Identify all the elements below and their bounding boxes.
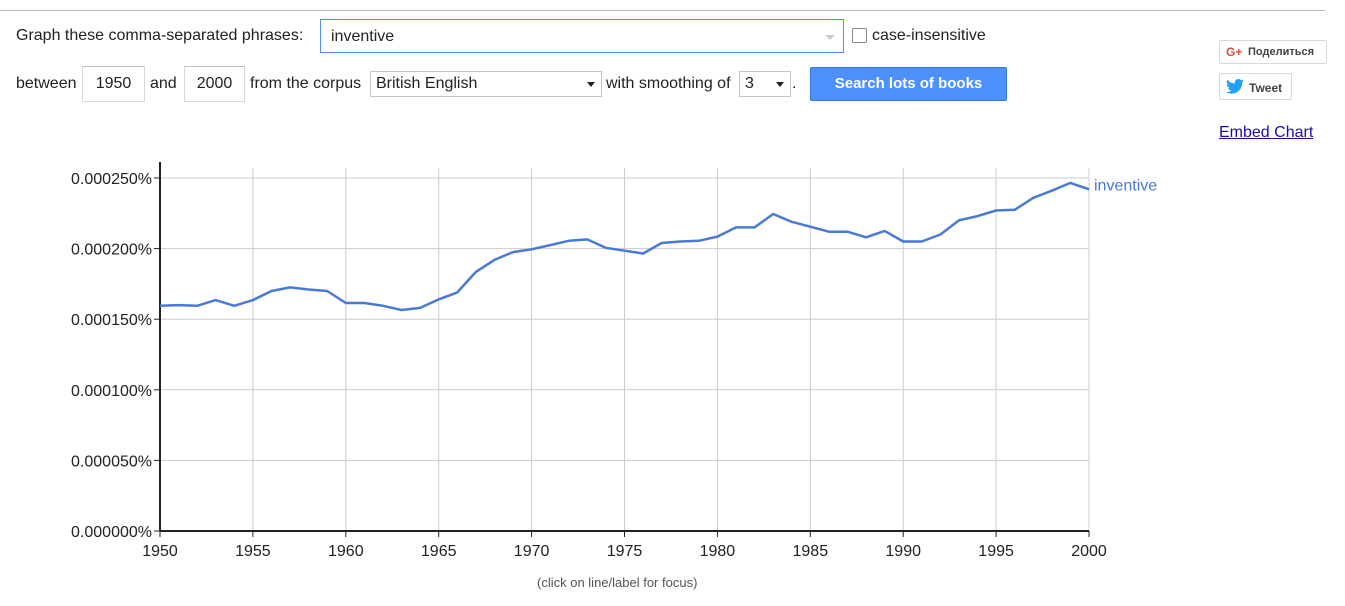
x-tick-label: 1970 [514,543,550,560]
chevron-down-icon[interactable] [776,82,784,87]
case-insensitive-checkbox[interactable] [852,28,867,43]
gplus-share-label: Поделиться [1248,46,1315,58]
x-tick-label: 1950 [142,543,178,560]
y-tick-label: 0.000200% [71,242,152,259]
smoothing-select[interactable]: 3 [739,71,791,97]
between-label: between [16,75,77,92]
x-tick-label: 1965 [421,543,457,560]
top-divider [0,10,1325,11]
and-label: and [150,75,177,92]
series-lines: inventive [159,177,1157,312]
chevron-down-icon[interactable] [587,82,595,87]
smoothing-select-value[interactable]: 3 [745,75,754,92]
case-insensitive-label[interactable]: case-insensitive [872,27,986,44]
embed-chart-link[interactable]: Embed Chart [1219,124,1314,141]
x-tick-label: 1960 [328,543,364,560]
series-line-inventive[interactable] [159,181,1090,312]
year-start-input[interactable]: 1950 [82,66,145,102]
phrases-input-value[interactable]: inventive [331,28,395,45]
x-tick-labels: 1950 1955 1960 1965 1970 1975 1980 1985 1990 1995… [142,543,1107,560]
phrases-input[interactable]: inventive [320,19,844,53]
period-label: . [792,75,797,92]
tweet-label: Tweet [1249,81,1283,95]
x-tick-label: 1990 [885,543,921,560]
graph-label: Graph these comma-separated phrases: [16,27,304,44]
x-tick-label: 1980 [700,543,736,560]
x-tick-label: 2000 [1071,543,1107,560]
x-tick-label: 1955 [235,543,271,560]
y-tick-label: 0.000050% [71,453,152,470]
search-button[interactable]: Search lots of books [810,67,1007,101]
smoothing-label: with smoothing of [606,75,731,92]
x-tick-label: 1985 [793,543,829,560]
y-tick-label: 0.000000% [71,524,152,541]
twitter-bird-icon [1226,79,1244,97]
y-tick-label: 0.000250% [71,171,152,188]
series-label[interactable]: inventive [1094,177,1157,194]
chart-footer-hint: (click on line/label for focus) [537,575,698,590]
x-tick-label: 1975 [607,543,643,560]
y-tick-label: 0.000100% [71,383,152,400]
chart-axes [154,162,1090,537]
y-tick-labels: 0.000000% 0.000050% 0.000100% 0.000150% 0.00… [71,171,152,541]
google-plus-icon: G+ [1226,45,1243,59]
corpus-select-value[interactable]: British English [376,75,478,92]
gplus-share-button[interactable]: G+ Поделиться [1219,40,1327,64]
y-tick-label: 0.000150% [71,312,152,329]
tweet-button[interactable]: Tweet [1219,73,1292,100]
corpus-label: from the corpus [250,75,362,92]
x-tick-label: 1995 [978,543,1014,560]
year-end-input[interactable]: 2000 [184,66,245,102]
corpus-select[interactable]: British English [370,71,602,97]
ngram-chart[interactable]: 0.000000% 0.000050% 0.000100% 0.000150% 0.00… [0,150,1345,570]
chart-grid [160,168,1090,531]
chevron-down-icon[interactable] [825,35,835,40]
